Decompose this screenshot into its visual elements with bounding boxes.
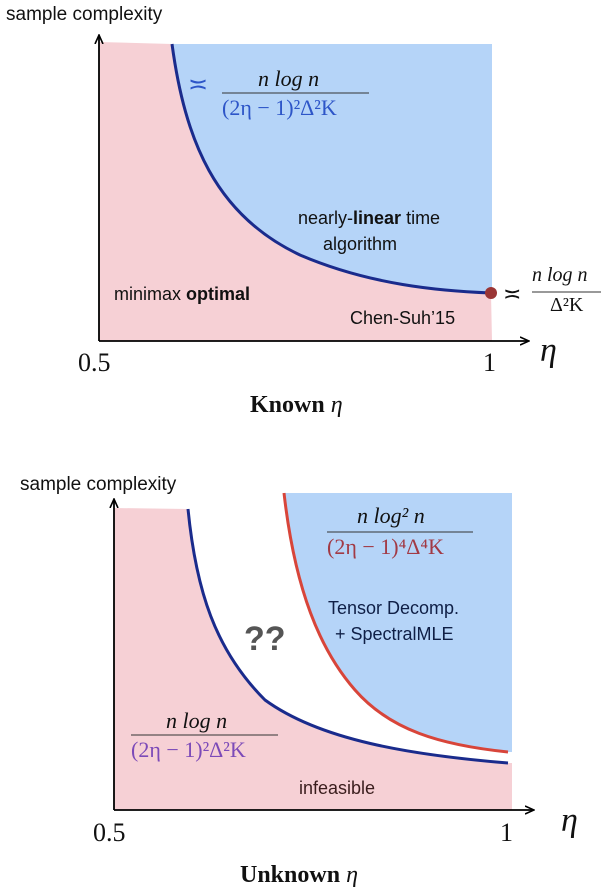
- top-caption: Known η: [250, 392, 343, 419]
- bottom-upper-bound-curve: [282, 492, 509, 754]
- top-asymp-symbol: ≍: [188, 72, 209, 98]
- top-y-axis-label: sample complexity: [6, 4, 163, 25]
- label-part-bold: optimal: [186, 284, 251, 304]
- top-region-pink-label: minimax optimal: [114, 284, 250, 305]
- top-endpoint-formula-denominator: Δ²K: [550, 294, 584, 316]
- top-curve-formula-numerator: n log n: [258, 66, 320, 91]
- bottom-x-axis-symbol: η: [561, 802, 578, 839]
- bottom-lower-formula-numerator: n log n: [166, 708, 228, 733]
- top-region-blue-label-line1: nearly-linear time: [298, 208, 440, 229]
- top-endpoint-formula-numerator: n log n: [532, 264, 588, 286]
- bottom-lower-formula-denominator: (2η − 1)²Δ²K: [131, 737, 246, 762]
- label-part-bold: linear: [353, 208, 402, 228]
- bottom-region-pink-label: infeasible: [299, 778, 376, 798]
- bottom-gap-label: ??: [244, 620, 286, 658]
- top-endpoint-asymp-symbol: ≍: [503, 281, 522, 306]
- bottom-region-tensor-decomp: [284, 493, 512, 752]
- bottom-lower-bound-curve: [186, 508, 509, 765]
- bottom-upper-formula-numerator: n log² n: [357, 503, 425, 528]
- bottom-upper-formula-denominator: (2η − 1)⁴Δ⁴K: [327, 534, 444, 559]
- bottom-x-tick-0.5: 0.5: [93, 818, 126, 847]
- top-boundary-curve: [170, 43, 492, 295]
- bottom-caption: Unknown η: [240, 862, 358, 889]
- caption-symbol: η: [346, 862, 358, 888]
- top-citation-label: Chen-Suh’15: [350, 308, 456, 328]
- bottom-chart: [114, 492, 533, 810]
- caption-word: Unknown: [240, 862, 341, 888]
- top-chart: [99, 36, 601, 341]
- caption-word: Known: [250, 392, 325, 418]
- bottom-y-axis-label: sample complexity: [20, 474, 177, 495]
- top-x-tick-1: 1: [483, 348, 496, 377]
- top-endpoint-dot: [485, 287, 497, 299]
- top-region-minimax-optimal: [99, 42, 492, 341]
- top-curve-formula-denominator: (2η − 1)²Δ²K: [222, 95, 337, 120]
- top-region-blue-label-line2: algorithm: [323, 234, 398, 254]
- top-x-tick-0.5: 0.5: [78, 348, 111, 377]
- label-part: nearly-: [298, 208, 354, 228]
- bottom-x-tick-1: 1: [500, 818, 513, 847]
- bottom-region-blue-label-line1: Tensor Decomp.: [328, 598, 460, 618]
- caption-symbol: η: [330, 392, 343, 418]
- top-x-axis-symbol: η: [540, 332, 557, 369]
- top-region-nearly-linear: [172, 44, 492, 293]
- label-part: minimax: [114, 284, 187, 304]
- bottom-region-blue-label-line2: + SpectralMLE: [335, 624, 454, 644]
- label-part: time: [401, 208, 441, 228]
